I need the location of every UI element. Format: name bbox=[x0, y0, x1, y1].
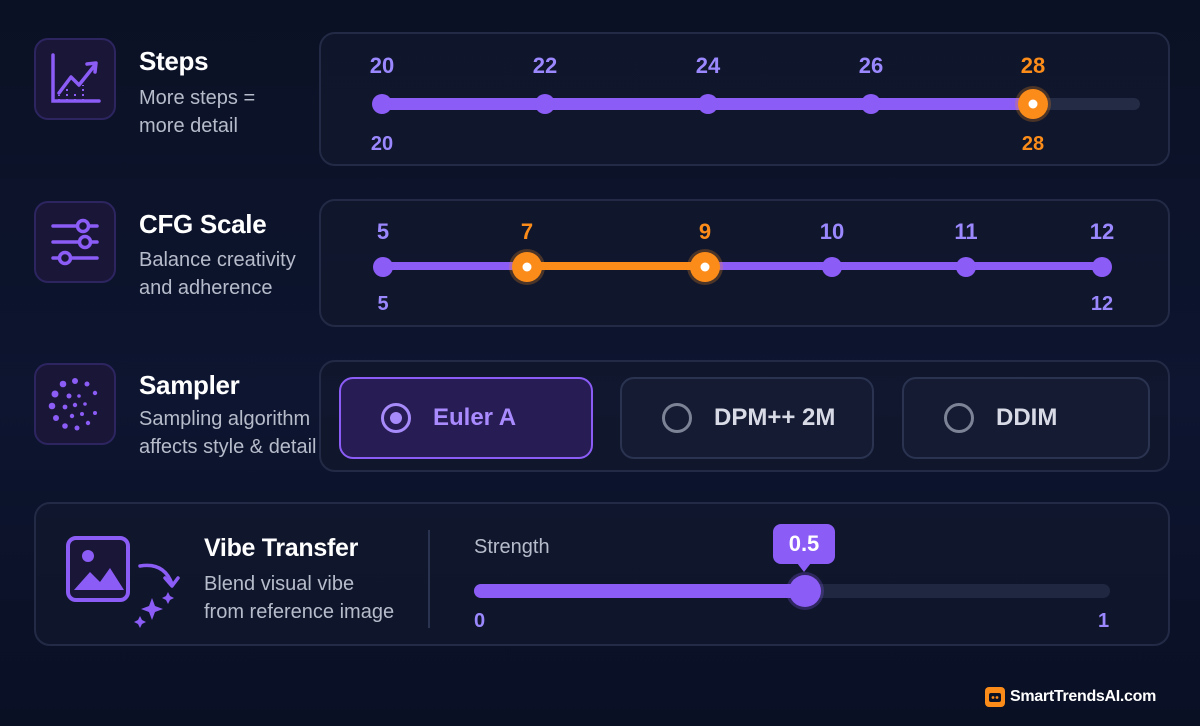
strength-min-label: 0 bbox=[474, 610, 486, 632]
steps-tick-label: 26 bbox=[858, 53, 884, 78]
radio-unselected-icon[interactable] bbox=[944, 403, 974, 433]
cfg-slider-panel: 5 7 9 10 11 12 5 12 bbox=[319, 199, 1170, 327]
cfg-tick-dot[interactable] bbox=[1092, 257, 1112, 277]
cfg-title: CFG Scale bbox=[139, 209, 267, 239]
cfg-tick-label-selected: 9 bbox=[698, 219, 712, 244]
steps-tick-dot[interactable] bbox=[535, 94, 555, 114]
vibe-transfer-title: Vibe Transfer bbox=[204, 534, 359, 562]
sampler-description: Sampling algorithm affects style & detai… bbox=[139, 408, 317, 458]
cfg-max-label: 12 bbox=[1090, 293, 1114, 315]
brand-name: SmartTrendsAI.com bbox=[1010, 688, 1157, 705]
cfg-tick-label-selected: 7 bbox=[520, 219, 534, 244]
steps-tick-label-selected: 28 bbox=[1020, 53, 1046, 78]
cfg-tick-dot[interactable] bbox=[822, 257, 842, 277]
cfg-tick-dot[interactable] bbox=[373, 257, 393, 277]
steps-slider-panel: 20 22 24 26 28 20 28 bbox=[319, 32, 1170, 166]
radio-selected-icon[interactable] bbox=[381, 403, 411, 433]
cfg-range-handle-start[interactable] bbox=[512, 252, 542, 282]
strength-value-tooltip: 0.5 bbox=[773, 524, 835, 572]
image-transfer-icon bbox=[66, 536, 180, 628]
strength-max-label: 1 bbox=[1098, 610, 1110, 632]
cfg-tick-label: 10 bbox=[819, 219, 845, 244]
cfg-range-handle-end[interactable] bbox=[690, 252, 720, 282]
steps-tick-dot[interactable] bbox=[861, 94, 881, 114]
steps-title: Steps bbox=[139, 46, 209, 76]
steps-tick-dot[interactable] bbox=[372, 94, 392, 114]
strength-slider-handle[interactable] bbox=[789, 575, 821, 607]
cfg-description: Balance creativity and adherence bbox=[139, 249, 296, 299]
sampler-option-label: DPM++ 2M bbox=[714, 404, 836, 431]
steps-tick-dot[interactable] bbox=[698, 94, 718, 114]
steps-tick-label: 24 bbox=[695, 53, 721, 78]
cfg-icon-box bbox=[34, 201, 116, 283]
steps-slider-handle[interactable] bbox=[1018, 89, 1048, 119]
sampler-option-ddim[interactable]: DDIM bbox=[902, 377, 1150, 459]
cfg-min-label: 5 bbox=[377, 293, 389, 315]
cfg-track[interactable] bbox=[382, 262, 1104, 270]
steps-icon-box bbox=[34, 38, 116, 120]
strength-track-filled bbox=[474, 584, 804, 598]
steps-tick-label: 22 bbox=[532, 53, 558, 78]
sampler-icon-box bbox=[34, 363, 116, 445]
strength-label: Strength bbox=[474, 536, 550, 558]
vibe-divider bbox=[428, 530, 430, 628]
sampler-option-label: Euler A bbox=[433, 404, 517, 431]
steps-value-label: 28 bbox=[1021, 133, 1045, 155]
radio-unselected-icon[interactable] bbox=[662, 403, 692, 433]
cfg-tick-dot[interactable] bbox=[956, 257, 976, 277]
sliders-icon bbox=[51, 218, 99, 266]
vibe-transfer-panel: Vibe Transfer Blend visual vibe from ref… bbox=[34, 502, 1170, 646]
steps-tick-label: 20 bbox=[369, 53, 395, 78]
cfg-range-filled bbox=[527, 262, 705, 270]
cfg-tick-label: 11 bbox=[954, 219, 978, 244]
chart-trend-icon bbox=[51, 53, 101, 103]
tooltip-pointer bbox=[797, 563, 811, 572]
dotted-spiral-icon bbox=[48, 378, 98, 431]
steps-description: More steps = more detail bbox=[139, 87, 256, 137]
cfg-tick-label: 12 bbox=[1089, 219, 1115, 244]
cfg-tick-label: 5 bbox=[376, 219, 390, 244]
sampler-title: Sampler bbox=[139, 370, 240, 400]
sampler-option-dpm-2m[interactable]: DPM++ 2M bbox=[620, 377, 874, 459]
brand-logo-icon bbox=[985, 687, 1005, 707]
steps-min-label: 20 bbox=[370, 133, 394, 155]
brand-watermark: SmartTrendsAI.com bbox=[984, 686, 1156, 708]
sampler-option-label: DDIM bbox=[996, 404, 1058, 431]
vibe-transfer-description: Blend visual vibe from reference image bbox=[204, 573, 395, 623]
sampler-option-euler-a[interactable]: Euler A bbox=[339, 377, 593, 459]
strength-value: 0.5 bbox=[788, 531, 820, 556]
